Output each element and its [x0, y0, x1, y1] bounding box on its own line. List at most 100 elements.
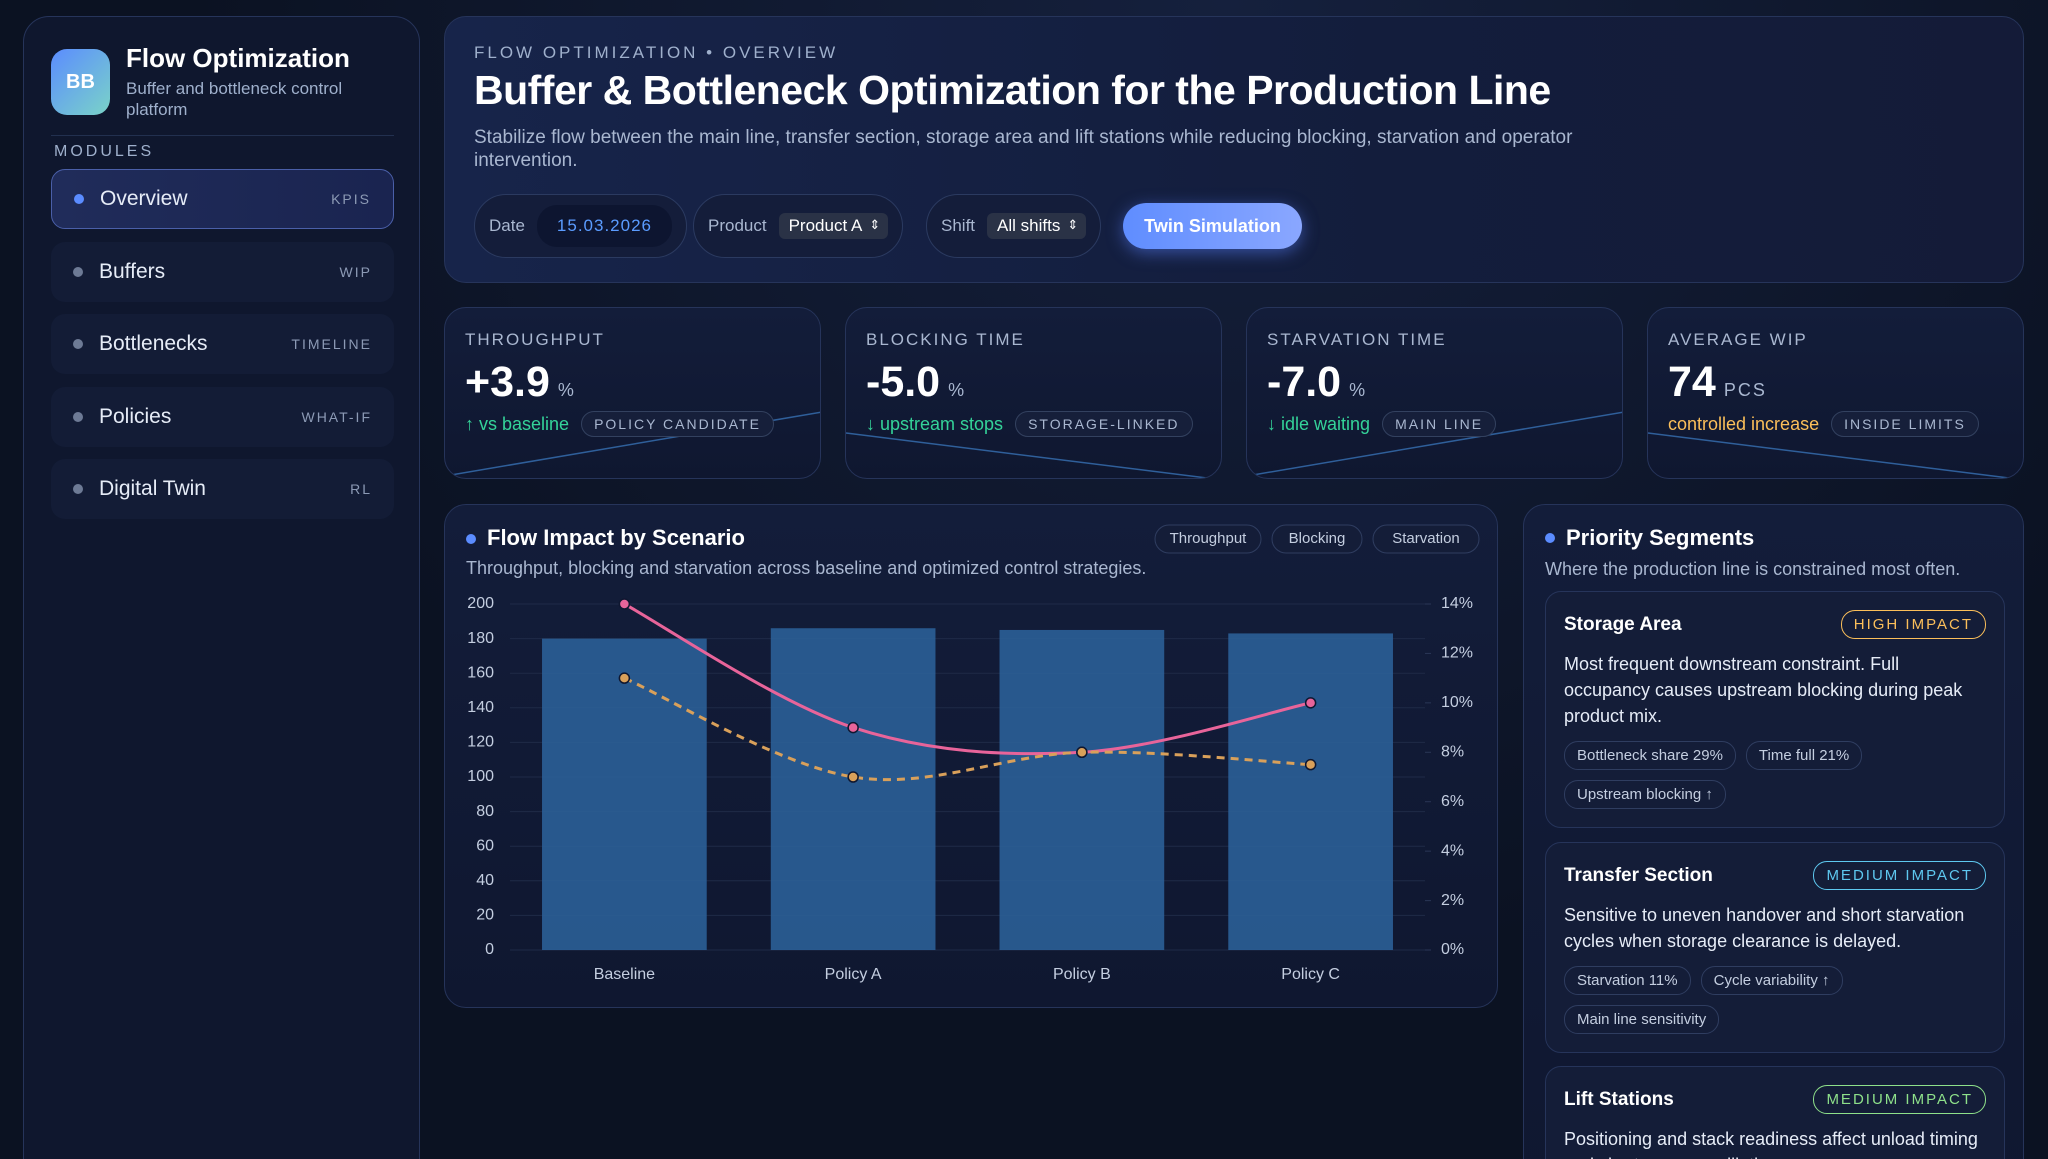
eyebrow: FLOW OPTIMIZATION • OVERVIEW [474, 43, 839, 62]
kpi-value: -5.0% [866, 358, 967, 406]
impact-badge: MEDIUM IMPACT [1813, 1085, 1986, 1114]
legend-chip [1372, 524, 1480, 554]
kpi-unit: % [557, 380, 576, 400]
y-tick-label: 0 [485, 941, 494, 958]
chart-subtitle: Throughput, blocking and starvation acro… [466, 558, 1146, 578]
x-tick-label: Policy A [825, 966, 882, 983]
segment-tag: Main line sensitivity [1564, 1005, 1720, 1034]
x-tick-label: Policy B [1053, 966, 1111, 983]
chart-card: Flow Impact by Scenario Throughput, block… [444, 504, 1498, 1008]
bar [770, 628, 936, 950]
filter-label: Shift [941, 216, 976, 235]
kpi-label: BLOCKING TIME [866, 330, 1025, 349]
point [1304, 758, 1317, 771]
priority-card: Priority Segments Where the production l… [1523, 504, 2024, 1159]
legend-chip [1154, 524, 1262, 554]
y-tick-label: 200 [467, 595, 494, 612]
y-tick-label: 20 [476, 907, 494, 924]
priority-title: Priority Segments [1566, 525, 1755, 550]
legend-label: Throughput [1170, 530, 1248, 547]
y-tick-label: 60 [476, 837, 494, 854]
point [1304, 697, 1317, 709]
nav-item[interactable]: Bottlenecks TIMELINE [51, 314, 394, 374]
kpi-card: THROUGHPUT +3.9% ↑ vs baseline POLICY CANDI… [444, 307, 821, 479]
nav-item[interactable]: Overview KPIS [51, 169, 394, 229]
segment: Transfer Section MEDIUM IMPACT Sensitive t… [1545, 842, 2005, 1053]
point [1076, 746, 1088, 759]
legend-label: Blocking [1289, 530, 1346, 547]
chart: Flow Impact by Scenario Throughput, block… [466, 524, 1480, 983]
kpi-row: controlled increase INSIDE LIMITS [1668, 411, 1979, 437]
segment-text: Positioning and stack readiness affect u… [1564, 1129, 1978, 1159]
filter-label: Date [489, 216, 525, 235]
segment-head: Transfer Section MEDIUM IMPACT [1564, 861, 1986, 890]
title-dot [466, 534, 476, 544]
line [623, 602, 1311, 756]
y2-tick-label: 8% [1441, 744, 1464, 761]
kpi-label: STARVATION TIME [1267, 330, 1447, 349]
x-tick-label: Baseline [594, 966, 655, 983]
segment-text: Most frequent downstream constraint. Ful… [1564, 654, 1963, 726]
nav-dot [73, 411, 83, 422]
nav-item[interactable]: Buffers WIP [51, 241, 394, 302]
kpi-label: THROUGHPUT [465, 330, 605, 349]
y2-tick-label: 2% [1441, 892, 1464, 909]
point [847, 771, 859, 783]
segment-head: Lift Stations MEDIUM IMPACT [1564, 1085, 1986, 1114]
nav-item[interactable]: Policies WHAT-IF [51, 386, 394, 447]
bar [542, 638, 707, 950]
kpi-value: -7.0% [1267, 358, 1368, 406]
y-tick-label: 80 [476, 803, 494, 820]
kpi-decoration [1648, 432, 2016, 478]
page-description: Stabilize flow between the main line, tr… [474, 127, 1573, 171]
kpi-badge: MAIN LINE [1382, 411, 1497, 437]
chart-title: Flow Impact by Scenario [487, 525, 745, 550]
nav-label: Buffers [99, 259, 166, 283]
point [618, 598, 631, 610]
legend-label: Starvation [1392, 530, 1460, 547]
kpi-value: +3.9% [465, 358, 576, 406]
modules-label: MODULES [54, 143, 155, 160]
y2-tick-label: 0% [1441, 941, 1464, 958]
y2-tick-label: 6% [1441, 793, 1464, 810]
y-tick-label: 100 [467, 768, 494, 785]
impact-badge: HIGH IMPACT [1840, 610, 1986, 639]
brand-title: Flow Optimization [126, 43, 350, 73]
nav-item[interactable]: Digital Twin RL [51, 459, 394, 519]
y-tick-label: 160 [467, 664, 494, 681]
kpi-decoration [846, 432, 1214, 478]
filter-value[interactable]: All shifts [987, 213, 1087, 239]
kpi-badge: INSIDE LIMITS [1831, 411, 1979, 437]
kpi-unit: PCS [1723, 380, 1767, 400]
filter-label: Product [708, 216, 767, 235]
kpi-row: ↓ idle waiting MAIN LINE [1267, 411, 1497, 437]
filter[interactable]: Date 15.03.2026 [474, 194, 688, 258]
filter-value[interactable]: 15.03.2026 [536, 205, 673, 247]
segment: Storage Area HIGH IMPACT Most frequent dow… [1545, 591, 2005, 828]
point [847, 721, 859, 734]
filter[interactable]: Shift All shifts [926, 194, 1102, 258]
nav-dot [73, 339, 83, 349]
kpi-card: STARVATION TIME -7.0% ↓ idle waiting MAIN L… [1246, 307, 1623, 479]
kpi-row: ↓ upstream stops STORAGE-LINKED [866, 411, 1193, 437]
segment-name: Transfer Section [1564, 864, 1713, 886]
y-tick-label: 140 [467, 699, 494, 716]
segment-tag: Starvation 11% [1564, 966, 1691, 995]
nav-tag: KPIS [331, 191, 371, 207]
brand-icon: BB [51, 49, 110, 115]
simulation-button[interactable]: Twin Simulation [1123, 203, 1302, 249]
y2-tick-label: 4% [1441, 842, 1464, 859]
title-dot [1545, 533, 1555, 543]
nav-tag: WHAT-IF [301, 408, 372, 425]
brand-subtitle: Buffer and bottleneck control platform [126, 79, 343, 119]
segment: Lift Stations MEDIUM IMPACT Positioning an… [1545, 1066, 2005, 1159]
divider [51, 135, 394, 136]
kpi-card: AVERAGE WIP 74 PCS controlled increase INSID… [1647, 307, 2024, 479]
filter-value[interactable]: Product A [778, 213, 889, 239]
segment-tag: Cycle variability ↑ [1700, 966, 1843, 995]
point [618, 672, 631, 684]
segment-name: Storage Area [1564, 613, 1682, 635]
filter[interactable]: Product Product A [693, 194, 904, 258]
kpi-decoration [1247, 411, 1622, 477]
nav-dot [73, 266, 83, 277]
